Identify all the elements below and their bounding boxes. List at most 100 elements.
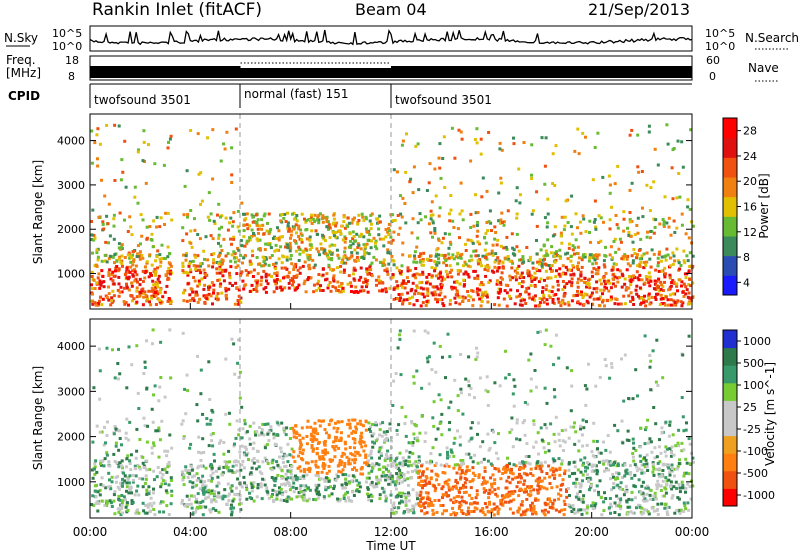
power-cell [631, 297, 635, 301]
power-cell [659, 283, 663, 287]
power-cell [469, 254, 473, 258]
velocity-cell [137, 511, 141, 515]
power-cell [553, 184, 557, 187]
power-cell [292, 275, 296, 278]
velocity-cell [163, 482, 167, 486]
velocity-cell [130, 499, 134, 503]
velocity-cell [384, 433, 388, 436]
velocity-cell [337, 439, 341, 443]
power-cell [155, 255, 159, 259]
velocity-cell [411, 510, 415, 514]
velocity-cell [318, 424, 322, 428]
velocity-cell [158, 385, 162, 389]
velocity-cell [462, 462, 466, 466]
velocity-cell [511, 511, 515, 515]
power-colorbar-swatch-5 [723, 177, 737, 198]
power-cell [577, 268, 580, 272]
velocity-cell [518, 438, 522, 442]
power-cell [401, 281, 405, 285]
velocity-cell [168, 433, 172, 437]
velocity-cell [230, 489, 234, 493]
velocity-cell [573, 421, 576, 425]
velocity-cell [446, 482, 450, 486]
power-cell [341, 286, 345, 290]
power-cell [519, 258, 523, 262]
power-cell [631, 261, 635, 265]
power-cell [215, 295, 219, 298]
power-cell [392, 263, 396, 267]
power-cell [396, 286, 400, 290]
power-cell [448, 298, 452, 302]
power-cell [281, 235, 284, 239]
power-cell [499, 283, 503, 287]
power-cell [144, 265, 147, 269]
power-cell [133, 195, 137, 199]
power-cell [215, 271, 219, 275]
power-cell [485, 221, 489, 224]
velocity-cell [602, 500, 606, 504]
power-cell [264, 290, 268, 294]
power-cell [100, 303, 104, 307]
velocity-cell [393, 483, 397, 487]
velocity-cell [424, 501, 428, 505]
power-cell [658, 250, 661, 254]
power-cell [386, 251, 390, 255]
power-cell [321, 216, 325, 220]
power-cell [101, 223, 105, 226]
power-cell [671, 197, 675, 201]
velocity-cell [136, 391, 140, 395]
velocity-cell [181, 478, 185, 482]
power-cell [673, 259, 677, 263]
power-cell [672, 254, 676, 258]
velocity-cell [243, 445, 247, 449]
velocity-cell [372, 432, 376, 436]
power-cell [347, 257, 351, 260]
velocity-cell [367, 471, 371, 475]
power-cell [120, 254, 124, 258]
power-cell [163, 256, 167, 260]
velocity-cell [569, 505, 573, 509]
velocity-cell [223, 494, 227, 498]
power-cell [235, 256, 238, 260]
velocity-cell [113, 460, 117, 463]
power-cell [431, 221, 435, 225]
power-cell [484, 290, 488, 294]
velocity-cell [333, 455, 337, 459]
velocity-cell [528, 494, 532, 498]
velocity-cell [327, 423, 331, 427]
power-cell [221, 274, 225, 278]
power-cell [377, 281, 381, 285]
velocity-cell [586, 507, 590, 511]
power-cell [199, 262, 203, 266]
power-cell [138, 257, 142, 261]
velocity-cell [621, 488, 625, 491]
velocity-cell [275, 497, 279, 501]
velocity-cell [98, 488, 102, 492]
velocity-cell [318, 455, 321, 459]
velocity-cell [439, 504, 443, 507]
velocity-cell [527, 455, 531, 458]
velocity-cell [351, 468, 355, 471]
power-cell [354, 285, 358, 289]
power-cell [362, 280, 365, 284]
power-cell [543, 164, 547, 168]
power-cell [545, 225, 549, 229]
velocity-cell [295, 432, 299, 436]
velocity-cell [460, 461, 464, 465]
velocity-cell [498, 384, 502, 388]
velocity-cell [597, 490, 600, 494]
velocity-cell [416, 436, 419, 440]
power-cell [464, 242, 467, 246]
velocity-cell [311, 449, 315, 453]
velocity-cell [646, 510, 650, 514]
power-cell [678, 278, 682, 282]
velocity-cell [577, 495, 581, 499]
power-cell [631, 240, 635, 244]
power-cell [411, 295, 414, 299]
velocity-cell [597, 493, 601, 497]
power-cell [342, 255, 346, 259]
power-cell [673, 231, 677, 234]
power-cell [154, 283, 158, 287]
power-cell [197, 268, 201, 272]
power-cell [355, 232, 359, 236]
